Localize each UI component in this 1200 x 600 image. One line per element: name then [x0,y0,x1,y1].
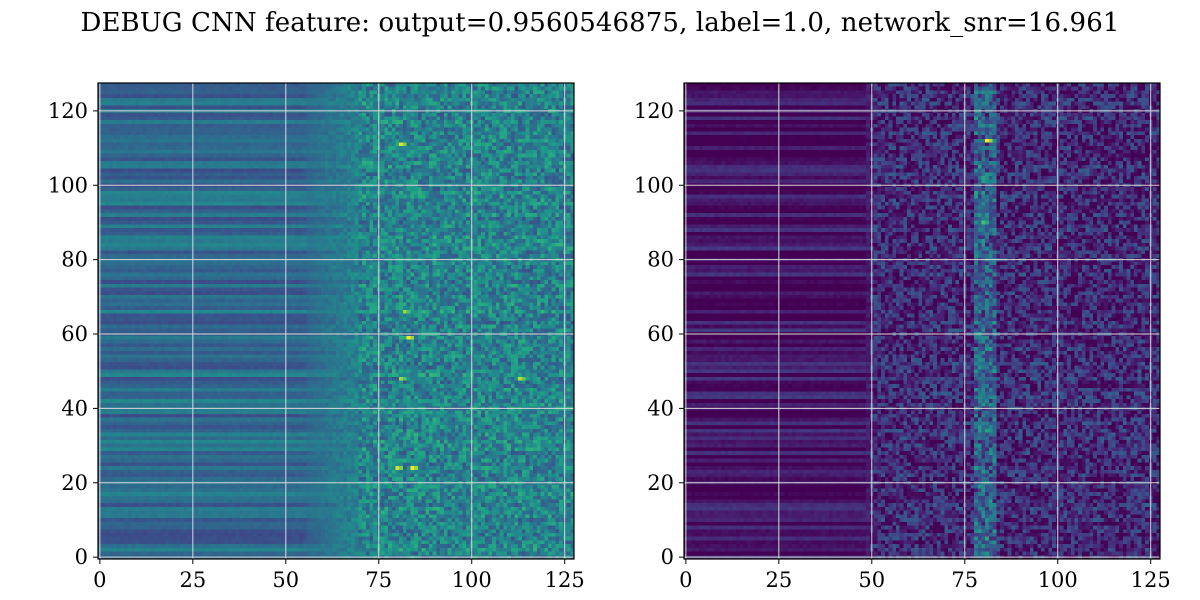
heatmap-image [98,83,574,559]
figure-title: DEBUG CNN feature: output=0.9560546875, … [80,8,1120,38]
y-tick-label: 80 [647,248,674,272]
heatmap-image [684,83,1160,559]
x-tick-label: 125 [1131,568,1171,592]
x-tick-label: 0 [93,568,106,592]
y-tick-label: 60 [647,322,674,346]
x-tick-label: 25 [179,568,206,592]
y-tick-label: 20 [647,471,674,495]
x-tick-label: 100 [452,568,492,592]
y-tick-label: 80 [61,248,88,272]
x-tick-label: 0 [679,568,692,592]
axes-frame [97,82,575,560]
y-tick-label: 120 [634,99,674,123]
y-tick-label: 60 [61,322,88,346]
x-tick-label: 125 [545,568,585,592]
heatmap-panel-left: 0 25 50 75 100 125 0 20 40 60 80 100 120 [48,82,585,592]
x-tick-label: 100 [1038,568,1078,592]
y-tick-label: 120 [48,99,88,123]
y-tick-label: 100 [634,173,674,197]
y-tick-label: 40 [647,396,674,420]
y-tick-label: 0 [661,545,674,569]
axes-frame [683,82,1161,560]
y-tick-label: 40 [61,396,88,420]
x-tick-label: 75 [951,568,978,592]
y-tick-label: 100 [48,173,88,197]
x-tick-label: 75 [365,568,392,592]
heatmap-panel-right: 0 25 50 75 100 125 0 20 40 60 80 100 120 [634,82,1171,592]
x-tick-label: 50 [272,568,299,592]
y-tick-label: 0 [75,545,88,569]
y-tick-label: 20 [61,471,88,495]
x-tick-label: 50 [858,568,885,592]
x-tick-label: 25 [765,568,792,592]
